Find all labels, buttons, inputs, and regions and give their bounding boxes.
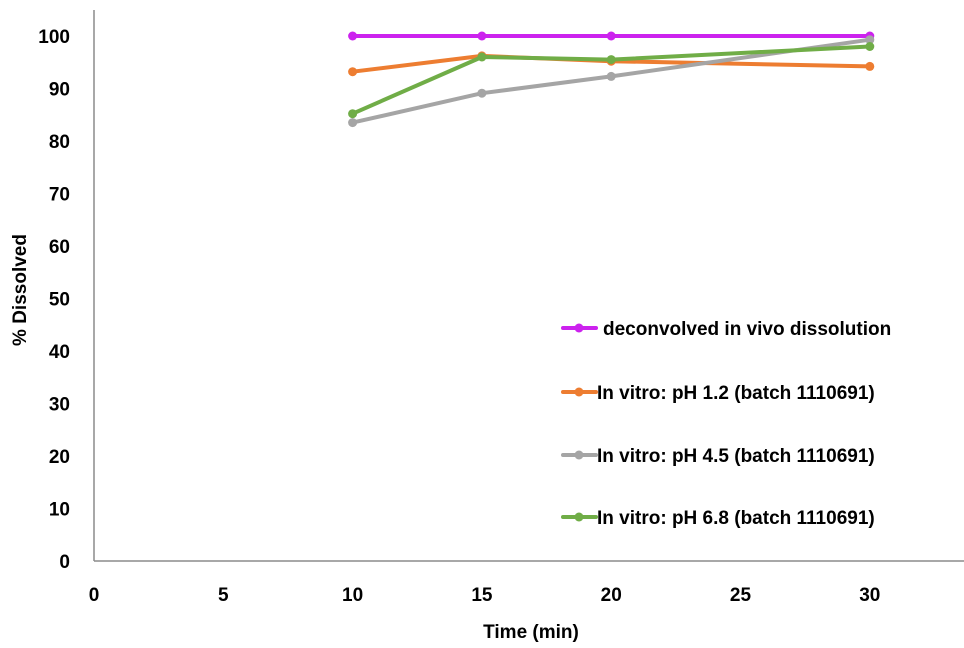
data-point: [865, 42, 875, 51]
data-point: [865, 61, 875, 71]
legend-label: In vitro: pH 4.5 (batch 1110691): [597, 446, 875, 467]
legend-label: In vitro: pH 1.2 (batch 1110691): [597, 383, 875, 404]
x-tick-label: 30: [859, 585, 880, 606]
series-0: [348, 31, 875, 41]
legend-item: deconvolved in vivo dissolution: [561, 319, 891, 340]
legend-swatch-marker: [574, 512, 584, 522]
legend-label: deconvolved in vivo dissolution: [603, 319, 891, 340]
legend-item: In vitro: pH 6.8 (batch 1110691): [561, 508, 875, 529]
y-tick-labels: 0 10 20 30 40 50 60 70 80 90 100: [38, 27, 70, 573]
data-point: [606, 55, 616, 65]
data-point: [606, 31, 616, 41]
legend-item: In vitro: pH 1.2 (batch 1110691): [561, 383, 875, 404]
legend-item: In vitro: pH 4.5 (batch 1110691): [561, 446, 875, 467]
data-point: [348, 31, 358, 41]
y-tick-label: 90: [49, 80, 70, 101]
series-3: [348, 42, 875, 119]
series-2: [348, 35, 875, 128]
y-tick-label: 30: [49, 395, 70, 416]
y-tick-label: 50: [49, 290, 70, 311]
y-tick-label: 100: [38, 27, 70, 48]
series-line: [350, 37, 872, 125]
series-layer: [348, 31, 875, 128]
data-point: [477, 52, 487, 62]
y-tick-label: 0: [59, 552, 70, 573]
x-tick-label: 10: [342, 585, 363, 606]
x-axis-title: Time (min): [483, 622, 579, 643]
legend-label: In vitro: pH 6.8 (batch 1110691): [597, 508, 875, 529]
data-point: [348, 109, 358, 119]
x-tick-label: 0: [89, 585, 100, 606]
y-tick-label: 40: [49, 342, 70, 363]
y-tick-label: 10: [49, 500, 70, 521]
legend-swatch-marker: [574, 323, 584, 333]
data-point: [477, 31, 487, 41]
y-axis-title: % Dissolved: [10, 234, 31, 346]
x-tick-labels: 0 5 10 15 20 25 30: [89, 585, 881, 606]
data-point: [865, 35, 875, 45]
y-tick-label: 20: [49, 447, 70, 468]
data-point: [348, 118, 358, 128]
y-tick-label: 60: [49, 237, 70, 258]
y-tick-label: 80: [49, 132, 70, 153]
x-tick-label: 25: [730, 585, 752, 606]
series-line: [350, 44, 872, 116]
legend-swatch-marker: [574, 387, 584, 397]
x-tick-label: 5: [218, 585, 229, 606]
data-point: [477, 88, 487, 98]
x-tick-label: 20: [601, 585, 622, 606]
legend-swatch-marker: [574, 450, 584, 460]
x-tick-label: 15: [471, 585, 493, 606]
data-point: [348, 67, 358, 77]
legend: deconvolved in vivo dissolution In vitro:…: [561, 319, 891, 529]
y-tick-label: 70: [49, 185, 70, 206]
data-point: [606, 71, 616, 81]
